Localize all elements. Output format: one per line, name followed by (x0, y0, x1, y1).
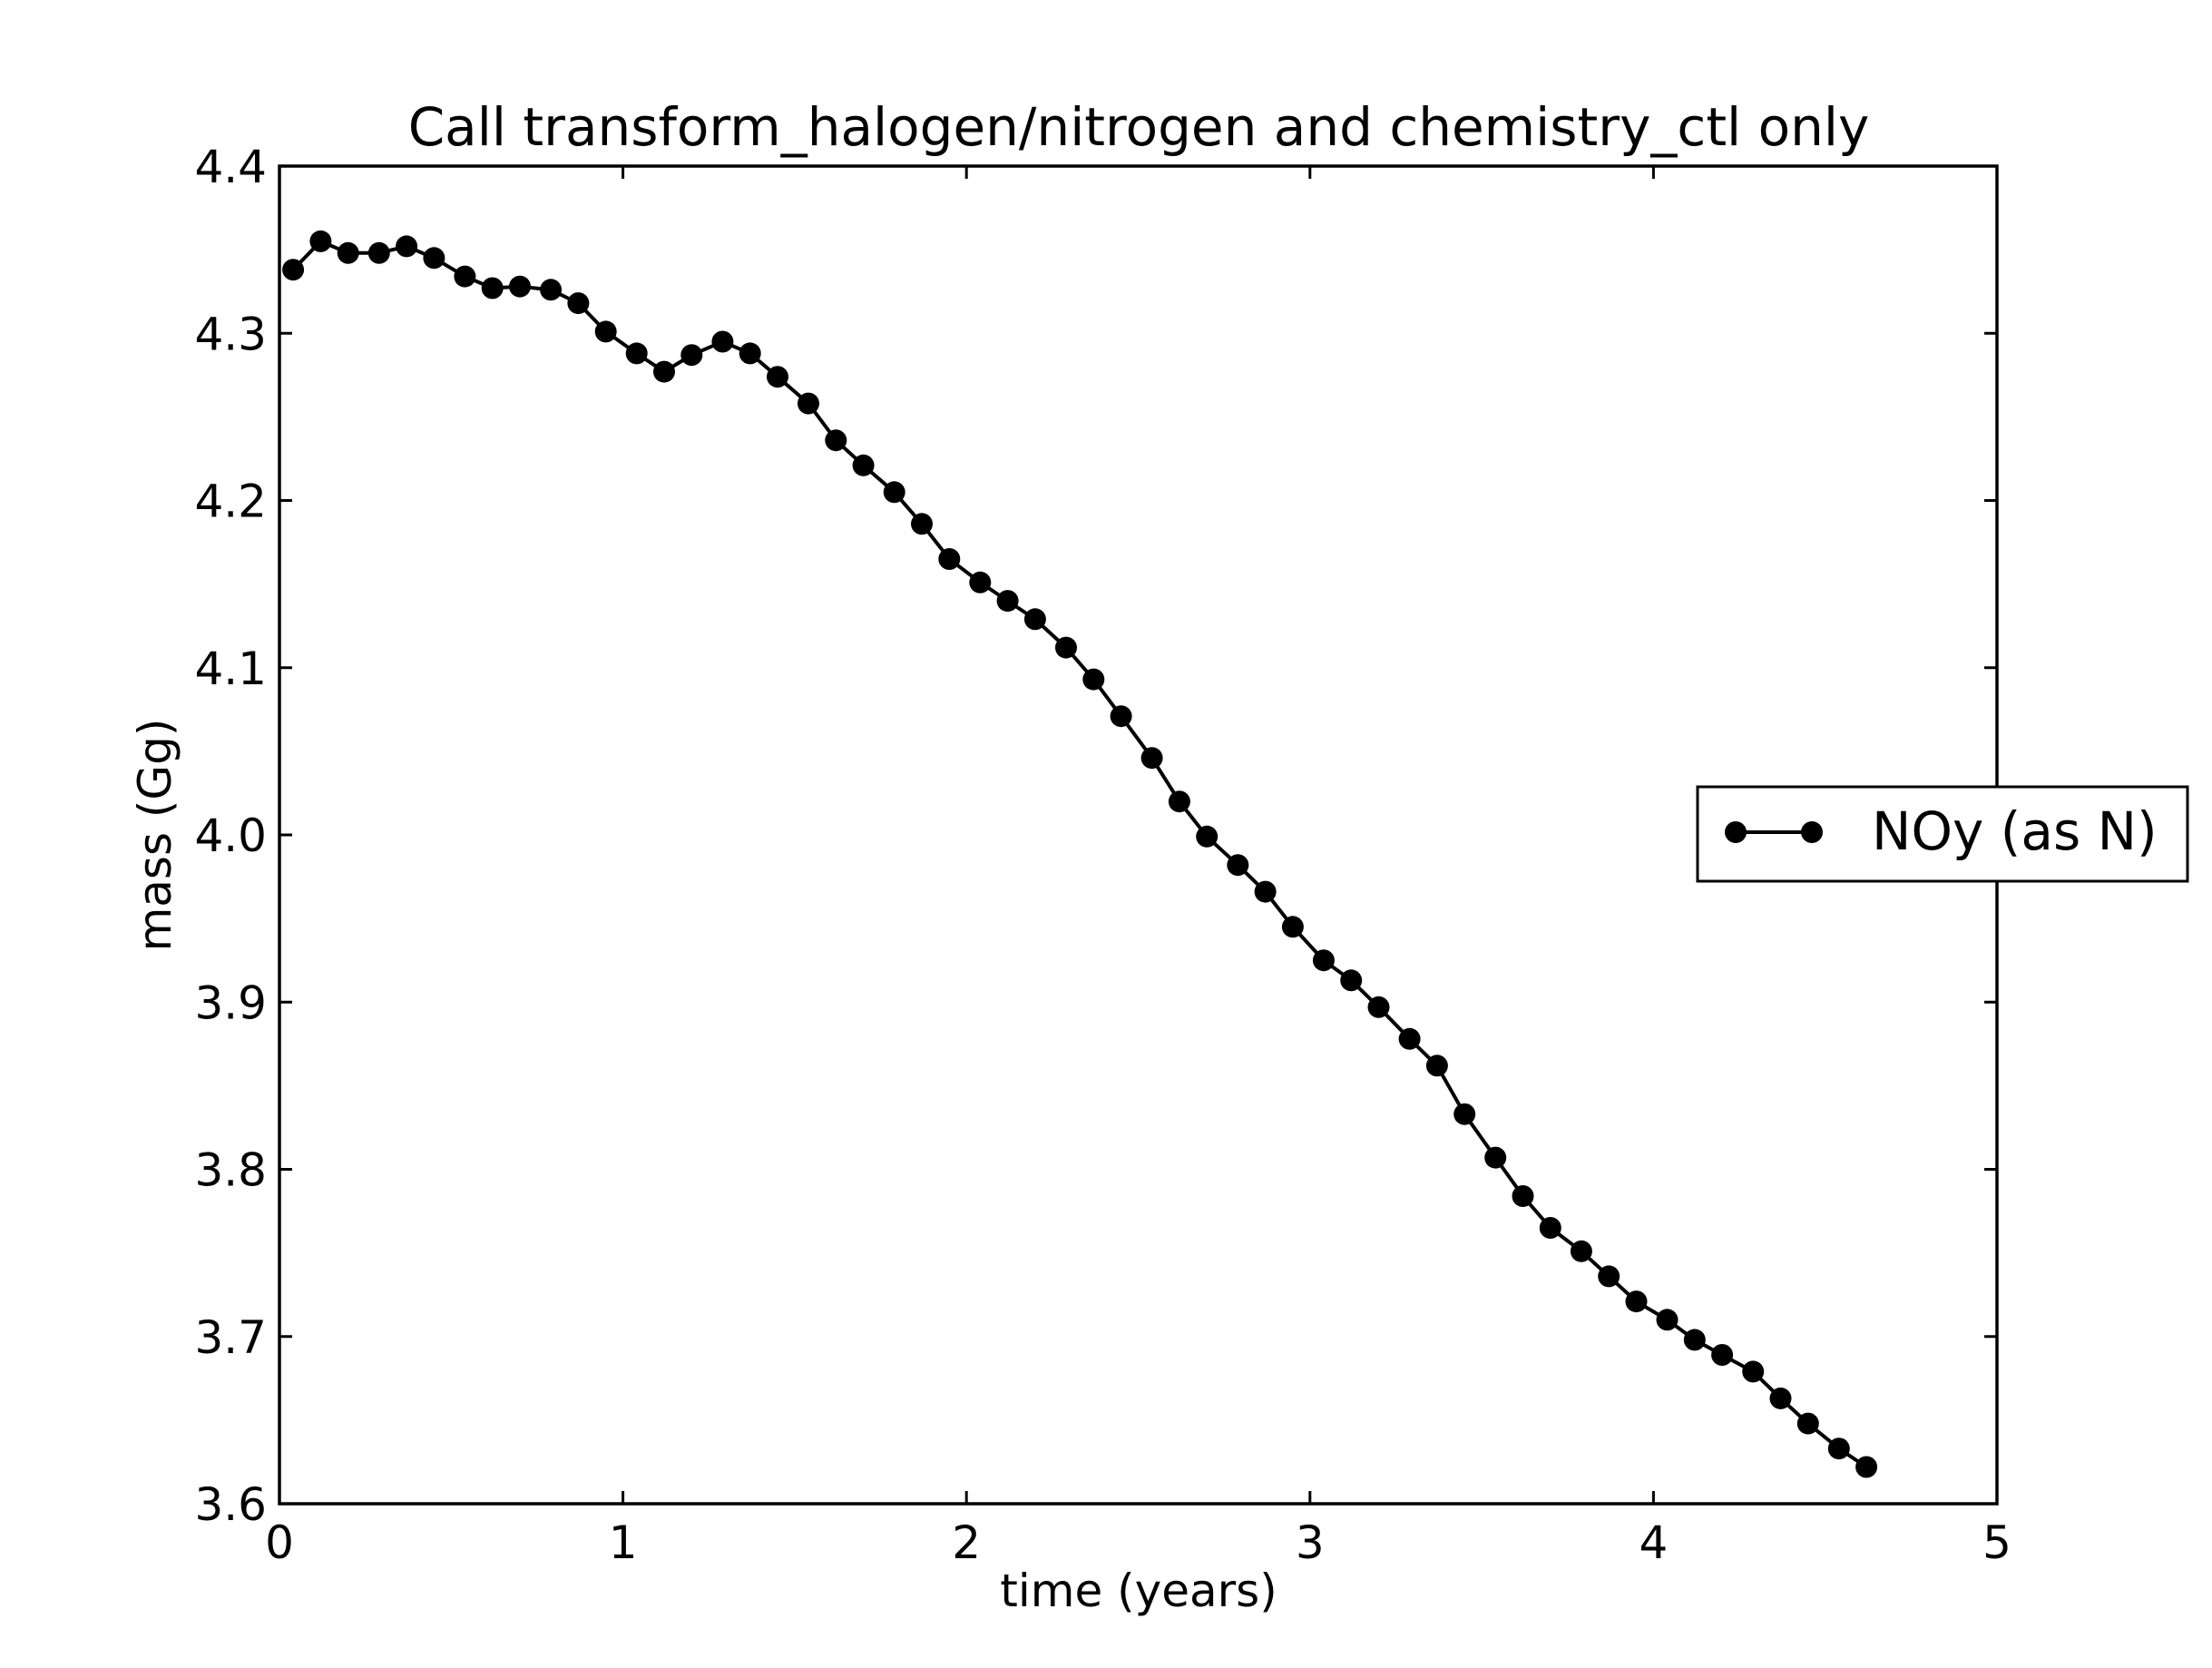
data-point (625, 342, 648, 365)
data-point (739, 342, 761, 365)
data-point (567, 292, 590, 315)
data-point (1796, 1412, 1819, 1435)
data-point (1425, 1055, 1448, 1077)
data-point (969, 571, 992, 594)
legend: NOy (as N) (1696, 785, 2189, 883)
data-point (996, 590, 1019, 613)
y-tick-label: 4.4 (194, 141, 267, 193)
y-tick-label: 4.0 (194, 809, 267, 862)
x-axis-label: time (years) (1000, 1565, 1277, 1617)
legend-marker (1801, 821, 1823, 843)
data-point (1254, 880, 1277, 903)
data-point (396, 235, 418, 258)
data-point (1769, 1387, 1792, 1409)
data-point (1140, 747, 1163, 770)
data-point (1656, 1309, 1679, 1331)
data-point (1453, 1103, 1476, 1125)
x-tick-label: 0 (265, 1516, 294, 1569)
data-point (1711, 1344, 1734, 1366)
data-point (282, 259, 305, 281)
data-point (653, 360, 675, 383)
data-point (680, 344, 703, 367)
data-point (1055, 636, 1077, 659)
x-tick-label: 2 (952, 1516, 981, 1569)
data-point (825, 429, 847, 452)
data-point (1110, 705, 1132, 728)
data-point (711, 330, 734, 353)
data-point (481, 277, 504, 299)
data-point (309, 230, 332, 252)
data-point (1539, 1217, 1561, 1239)
data-point (911, 513, 933, 535)
y-tick-label: 4.3 (194, 308, 267, 360)
data-point (1484, 1146, 1507, 1169)
data-point (1227, 854, 1249, 877)
data-point (1281, 916, 1304, 938)
data-point (1082, 668, 1105, 691)
data-point (454, 265, 476, 288)
data-point (509, 275, 531, 298)
x-tick-label: 4 (1639, 1516, 1668, 1569)
data-point (1512, 1185, 1534, 1207)
y-tick-label: 3.9 (194, 976, 267, 1029)
x-tick-label: 3 (1296, 1516, 1325, 1569)
data-point (1312, 949, 1335, 972)
data-point (423, 247, 445, 270)
y-tick-label: 4.2 (194, 476, 267, 528)
data-point (337, 241, 359, 264)
x-tick-label: 5 (1982, 1516, 2011, 1569)
data-point (1023, 608, 1046, 631)
data-point (540, 279, 563, 301)
legend-label-noy: NOy (as N) (1872, 800, 2158, 862)
data-point (1598, 1265, 1620, 1288)
y-tick-label: 3.8 (194, 1144, 267, 1197)
data-point (1625, 1290, 1648, 1313)
data-point (1683, 1329, 1706, 1351)
data-point (1398, 1027, 1421, 1050)
y-tick-label: 3.6 (194, 1478, 267, 1531)
data-point (1742, 1360, 1765, 1383)
legend-marker (1725, 821, 1747, 843)
data-point (1367, 996, 1390, 1018)
data-point (1196, 825, 1219, 848)
x-tick-label: 1 (609, 1516, 638, 1569)
data-point (938, 548, 961, 570)
y-axis-label: mass (Gg) (129, 719, 181, 952)
data-point (767, 366, 788, 388)
data-point (852, 454, 875, 476)
data-point (1168, 790, 1190, 813)
data-point (1570, 1240, 1592, 1262)
data-point (1340, 969, 1363, 992)
data-point (1827, 1437, 1850, 1460)
data-point (367, 241, 390, 264)
data-point (798, 392, 819, 415)
data-point (594, 320, 617, 343)
data-point (1855, 1456, 1878, 1478)
y-tick-label: 3.7 (194, 1311, 267, 1364)
data-point (883, 481, 905, 504)
series-markers (282, 230, 1878, 1478)
tick-labels: 0 1 2 3 4 5 3.6 3.7 3.8 3.9 4.0 4.1 4.2 4.3 4.4 (194, 141, 2011, 1569)
chart-title: Call transform_halogen/nitrogen and chem… (408, 96, 1870, 158)
y-tick-label: 4.1 (194, 643, 267, 695)
